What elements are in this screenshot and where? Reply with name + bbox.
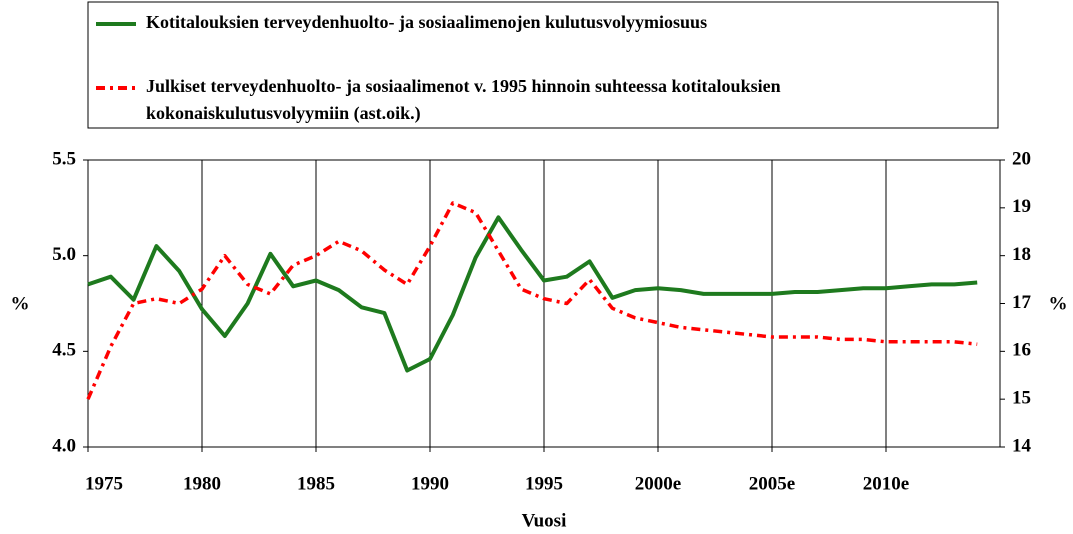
y2-tick-label: 16 <box>1012 340 1031 361</box>
y2-axis-label: % <box>1049 293 1068 314</box>
y2-tick-label: 19 <box>1012 196 1031 217</box>
legend-label-line: Julkiset terveydenhuolto- ja sosiaalimen… <box>146 76 781 96</box>
x-tick-label: 1980 <box>183 473 221 494</box>
y2-tick-label: 20 <box>1012 148 1031 169</box>
legend-box <box>87 1 999 129</box>
y-tick-label: 4.5 <box>52 340 76 361</box>
y-tick-label: 5.0 <box>52 244 76 265</box>
x-tick-label: 2000e <box>635 473 681 494</box>
x-tick-label: 2010e <box>863 473 909 494</box>
x-tick-label: 1975 <box>85 473 123 494</box>
y-tick-label: 4.0 <box>52 435 76 456</box>
y2-tick-label: 14 <box>1012 435 1032 456</box>
y-axis-label: % <box>11 293 30 314</box>
x-axis-label: Vuosi <box>522 510 567 531</box>
series-line <box>87 215 978 373</box>
x-tick-label: 1985 <box>297 473 335 494</box>
legend-label-line: kokonaiskulutusvolyymiin (ast.oik.) <box>146 103 421 124</box>
legend-label: Julkiset terveydenhuolto- ja sosiaalimen… <box>146 76 781 124</box>
y2-tick-label: 17 <box>1012 292 1032 313</box>
series-line <box>86 201 978 400</box>
x-tick-label: 1990 <box>411 473 449 494</box>
legend-label: Kotitalouksien terveydenhuolto- ja sosia… <box>146 12 707 32</box>
y2-tick-label: 15 <box>1012 388 1031 409</box>
y-tick-label: 5.5 <box>52 148 76 169</box>
x-tick-label: 1995 <box>525 473 563 494</box>
x-tick-label: 2005e <box>749 473 795 494</box>
y2-tick-label: 18 <box>1012 244 1031 265</box>
